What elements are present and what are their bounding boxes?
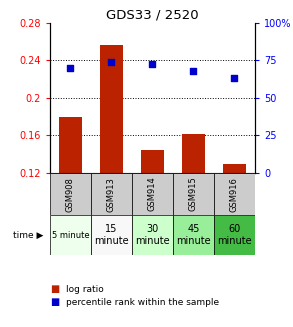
Title: GDS33 / 2520: GDS33 / 2520 (106, 9, 199, 22)
Text: percentile rank within the sample: percentile rank within the sample (66, 298, 219, 307)
Bar (214, 215, 255, 255)
Text: ■: ■ (50, 284, 59, 294)
Bar (141, 149, 163, 173)
Bar (223, 164, 246, 173)
Bar (50, 215, 91, 255)
Bar (173, 215, 214, 255)
Bar (100, 45, 123, 173)
Bar (132, 173, 173, 215)
Text: log ratio: log ratio (66, 285, 104, 294)
Text: GSM914: GSM914 (148, 177, 157, 212)
Text: GSM916: GSM916 (230, 177, 239, 212)
Text: 30
minute: 30 minute (135, 224, 170, 246)
Bar (214, 173, 255, 215)
Text: 45
minute: 45 minute (176, 224, 211, 246)
Bar (91, 173, 132, 215)
Bar (91, 215, 132, 255)
Point (232, 76, 237, 81)
Text: GSM915: GSM915 (189, 177, 198, 212)
Text: ■: ■ (50, 298, 59, 307)
Bar (50, 173, 91, 215)
Bar (132, 215, 173, 255)
Text: 60
minute: 60 minute (217, 224, 252, 246)
Text: 15
minute: 15 minute (94, 224, 129, 246)
Text: 5 minute: 5 minute (52, 231, 89, 240)
Point (150, 61, 155, 67)
Point (68, 65, 73, 71)
Point (109, 59, 114, 64)
Text: GSM908: GSM908 (66, 177, 75, 212)
Bar (182, 134, 205, 173)
Text: time ▶: time ▶ (13, 231, 43, 240)
Bar (173, 173, 214, 215)
Point (191, 68, 196, 74)
Bar (59, 117, 81, 173)
Text: GSM913: GSM913 (107, 177, 116, 212)
